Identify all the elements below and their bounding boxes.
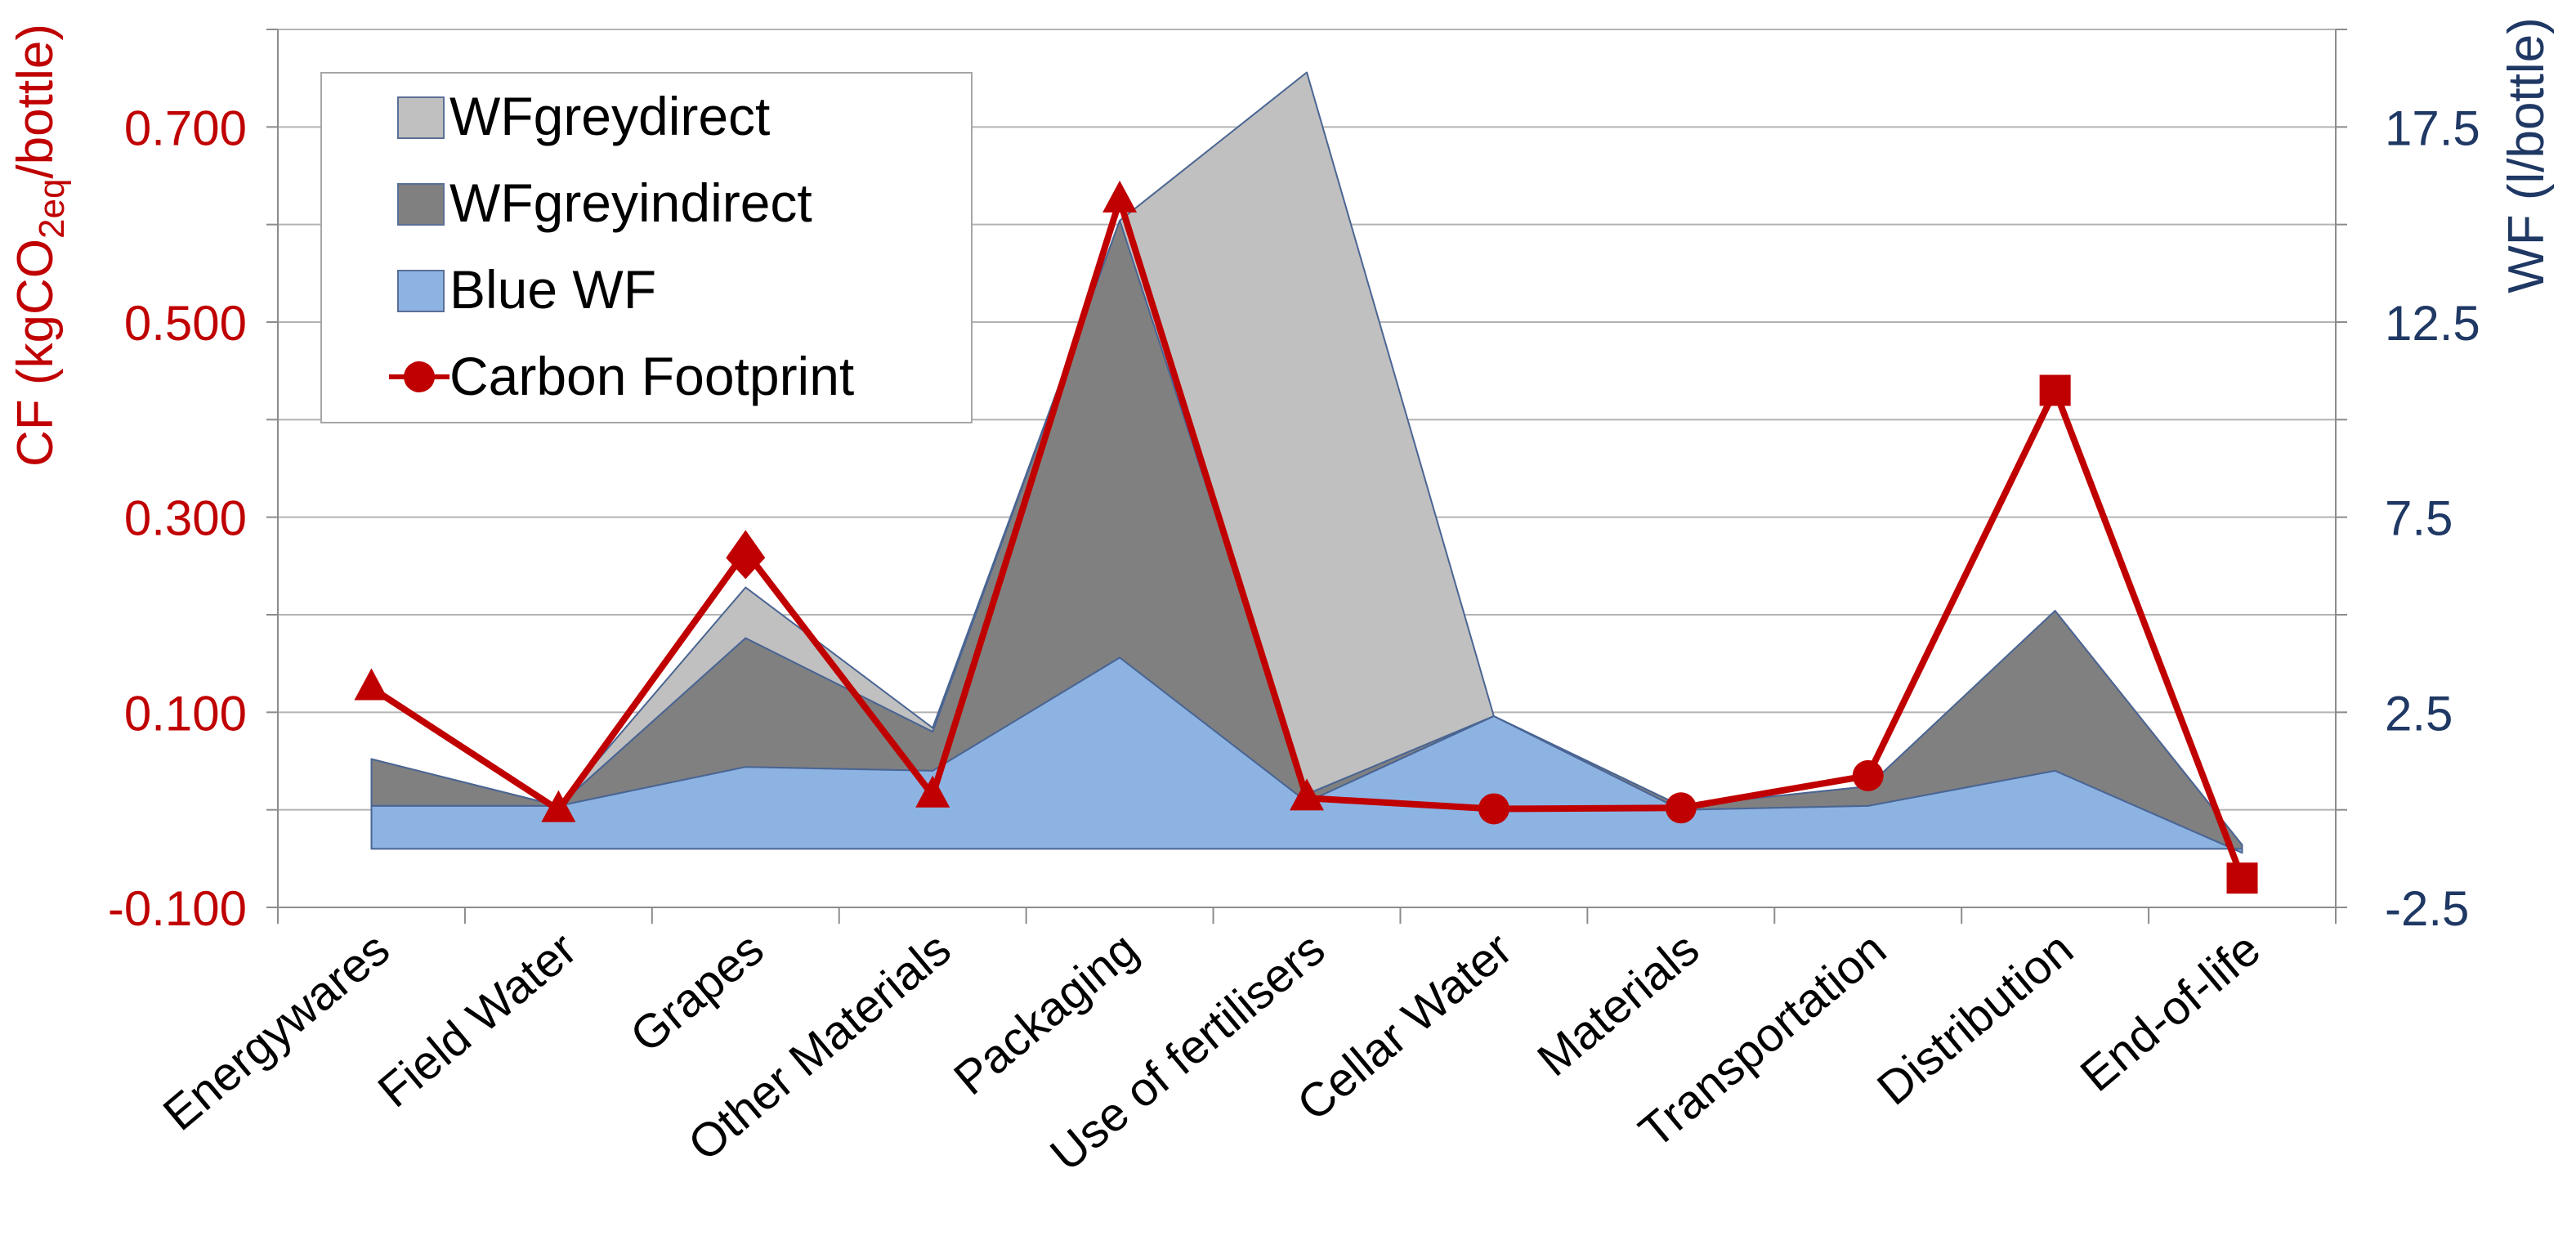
category-label: Grapes [620,922,773,1063]
cf-marker-circle [1478,793,1509,825]
left-axis-title-sub: 2eq [32,179,72,239]
carbon-footprint-line [354,180,2258,894]
legend-marker-carbon-footprint [389,361,449,392]
right-tick-label: 12.5 [2385,296,2480,351]
cf-marker-triangle [1290,778,1324,811]
legend-swatch-wfgreydirect [397,96,445,139]
left-tick-label: 0.500 [124,296,247,351]
legend-label-blue-wf: Blue WF [449,259,657,320]
category-label: End-of-life [2071,922,2270,1102]
category-label: Field Water [368,922,586,1117]
left-tick-label: 0.700 [124,101,247,155]
left-axis-title-post: /bottle) [7,24,64,179]
left-axis-title: CF (kgCO2eq/bottle) [7,24,72,467]
cf-marker-triangle [354,668,389,701]
legend-swatch-blue-wf [397,270,445,312]
legend-item-wfgreydirect: WFgreydirect [322,74,971,159]
legend: WFgreydirect WFgreyindirect Blue WF Carb… [320,72,973,423]
cf-marker-triangle [915,775,950,808]
legend-label-carbon-footprint: Carbon Footprint [449,346,855,406]
right-tick-label: 2.5 [2385,686,2453,741]
cf-marker-triangle [1102,180,1138,213]
right-axis-title: WF (l/bottle) [2498,17,2555,293]
axes [266,29,2347,924]
right-tick-label: -2.5 [2385,881,2469,936]
cf-marker-circle [1852,759,1884,791]
legend-item-wfgreyindirect: WFgreyindirect [322,160,971,245]
left-tick-label: -0.100 [108,881,247,936]
cf-marker-circle [1665,792,1697,824]
cf-marker-diamond [726,530,766,580]
legend-item-blue-wf: Blue WF [322,247,971,332]
legend-label-wfgreyindirect: WFgreyindirect [449,172,812,233]
legend-swatch-wfgreyindirect [397,183,445,226]
left-tick-label: 0.300 [124,491,247,546]
category-label: Distribution [1867,922,2083,1115]
cf-marker-triangle [541,790,576,822]
legend-item-carbon-footprint: Carbon Footprint [322,334,971,419]
left-tick-label: 0.100 [124,686,247,741]
cf-marker-square [2039,374,2071,406]
right-tick-label: 7.5 [2385,491,2453,546]
legend-label-wfgreydirect: WFgreydirect [449,86,771,146]
cf-marker-square [2226,862,2258,894]
right-tick-label: 17.5 [2385,101,2480,155]
category-label: Energywares [154,922,400,1140]
area-blue-wf [370,656,2243,854]
category-label: Materials [1527,922,1709,1086]
left-axis-title-pre: CF (kgCO [7,239,64,467]
